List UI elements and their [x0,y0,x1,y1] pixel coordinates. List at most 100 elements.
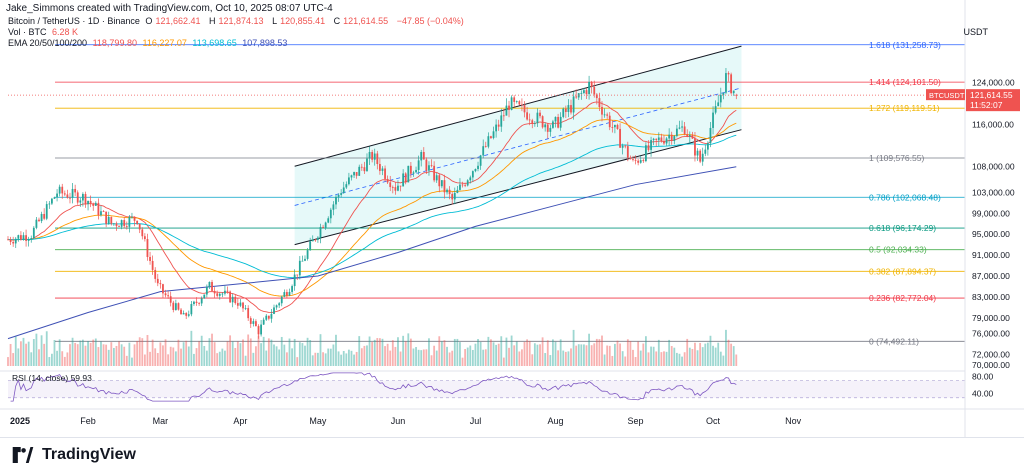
candle-body [539,112,541,117]
candle-body [43,213,46,219]
candle-body [51,198,53,204]
candle-body [239,302,242,306]
volume-bar [415,347,417,366]
candle-body [464,184,467,186]
volume-bar [471,349,474,366]
volume-bar [701,347,704,366]
candle-body [544,124,547,128]
volume-bar [673,347,676,366]
volume-bar [552,339,554,366]
candle-body [686,134,689,137]
candle-body [17,235,20,239]
candle-body [205,286,208,295]
symbol-tag-bg [926,89,965,101]
volume-bar [562,350,565,366]
volume-bar [368,336,371,366]
volume-bar [195,348,198,366]
volume-bar [213,342,216,366]
volume-bar [598,339,601,366]
candle-body [619,128,621,148]
candle-body [552,121,554,128]
volume-bar [570,348,572,366]
candle-body [298,260,301,276]
volume-value: 6.28 K [52,27,79,37]
candle-body [606,114,609,116]
candle-body [151,260,154,270]
volume-bar [580,344,583,366]
candle-body [301,260,304,262]
candle-body [461,184,464,186]
tradingview-logo[interactable]: TradingView [10,446,136,464]
candle-body [440,180,443,187]
volume-bar [311,355,314,366]
candle-body [32,227,35,239]
candle-body [479,155,482,166]
volume-bar [526,339,529,366]
volume-bar [714,347,717,366]
candle-body [660,137,663,142]
ema200-value: 107,898.53 [242,38,288,48]
candle-body [278,303,281,306]
volume-bar [409,338,412,366]
volume-bar [484,349,487,366]
volume-bar [118,341,120,366]
volume-bar [376,338,379,366]
volume-bar [260,343,262,366]
candle-body [180,309,182,315]
candle-body [657,137,660,140]
time-tick-4: May [309,416,327,426]
volume-bar [601,335,603,366]
current-price-tag-bg [966,89,1020,112]
candle-body [291,286,293,292]
volume-bar [229,335,232,366]
volume-bar [25,343,27,366]
candle-body [624,145,627,147]
candle-body [226,290,229,292]
candle-body [164,293,167,296]
candle-body [81,193,84,201]
candle-body [500,115,503,127]
volume-bar [172,347,175,366]
volume-bar [242,339,244,366]
volume-bar [262,336,265,366]
volume-bar [665,351,668,366]
candle-body [632,159,634,161]
candle-body [699,150,702,162]
candle-body [30,238,33,240]
candle-body [422,152,425,160]
volume-bar [474,343,477,366]
candle-body [162,284,164,294]
volume-bar [420,350,423,366]
volume-bar [58,339,61,366]
volume-bar [495,344,498,366]
candle-body [399,185,402,187]
volume-bar [291,348,293,366]
volume-bar [69,344,71,366]
volume-bar [536,344,539,366]
volume-bar [657,339,660,366]
symbol-name[interactable]: Bitcoin / TetherUS · 1D · Binance [8,16,140,26]
candle-body [193,301,195,305]
volume-bar [345,353,348,366]
ema100-value: 113,698.65 [192,38,237,48]
volume-bar [681,356,683,366]
volume-bar [267,338,270,366]
candle-body [368,151,371,159]
volume-bar [559,339,562,366]
rsi-tick-0: 80.00 [972,371,994,381]
candle-body [433,165,436,181]
candle-body [154,269,157,279]
candle-body [255,321,257,327]
candle-body [428,165,430,171]
volume-bar [417,349,420,366]
volume-bar [14,336,17,366]
candle-body [138,223,141,230]
volume-bar [128,342,131,366]
volume-bar [286,352,288,366]
volume-bar [327,348,330,366]
candle-body [469,177,472,181]
candle-body [229,291,232,303]
candle-body [234,296,237,304]
fib-label-5: 0.618 (96,174.29) [869,223,936,233]
